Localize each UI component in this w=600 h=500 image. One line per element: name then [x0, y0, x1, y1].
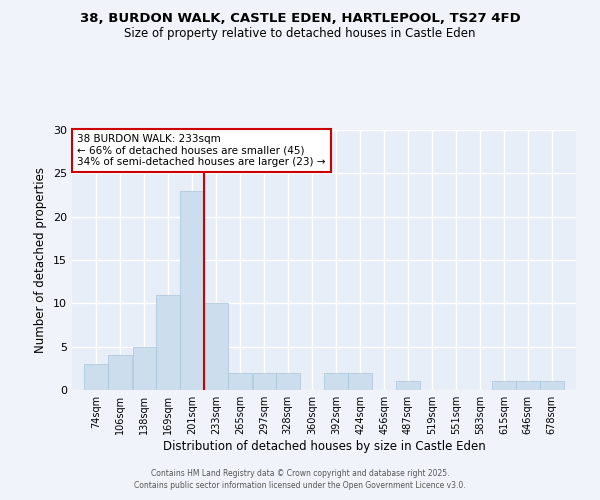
- Bar: [133, 346, 157, 390]
- Text: Size of property relative to detached houses in Castle Eden: Size of property relative to detached ho…: [124, 28, 476, 40]
- Bar: [84, 364, 108, 390]
- Bar: [204, 304, 228, 390]
- Bar: [493, 382, 516, 390]
- Text: Contains public sector information licensed under the Open Government Licence v3: Contains public sector information licen…: [134, 481, 466, 490]
- Bar: [180, 190, 204, 390]
- Bar: [540, 382, 564, 390]
- Bar: [253, 372, 276, 390]
- Bar: [156, 294, 180, 390]
- Bar: [396, 382, 419, 390]
- Text: Contains HM Land Registry data © Crown copyright and database right 2025.: Contains HM Land Registry data © Crown c…: [151, 468, 449, 477]
- Bar: [516, 382, 539, 390]
- X-axis label: Distribution of detached houses by size in Castle Eden: Distribution of detached houses by size …: [163, 440, 485, 453]
- Bar: [109, 356, 132, 390]
- Y-axis label: Number of detached properties: Number of detached properties: [34, 167, 47, 353]
- Bar: [349, 372, 372, 390]
- Text: 38 BURDON WALK: 233sqm
← 66% of detached houses are smaller (45)
34% of semi-det: 38 BURDON WALK: 233sqm ← 66% of detached…: [77, 134, 326, 167]
- Text: 38, BURDON WALK, CASTLE EDEN, HARTLEPOOL, TS27 4FD: 38, BURDON WALK, CASTLE EDEN, HARTLEPOOL…: [80, 12, 520, 26]
- Bar: [324, 372, 348, 390]
- Bar: [229, 372, 252, 390]
- Bar: [276, 372, 299, 390]
